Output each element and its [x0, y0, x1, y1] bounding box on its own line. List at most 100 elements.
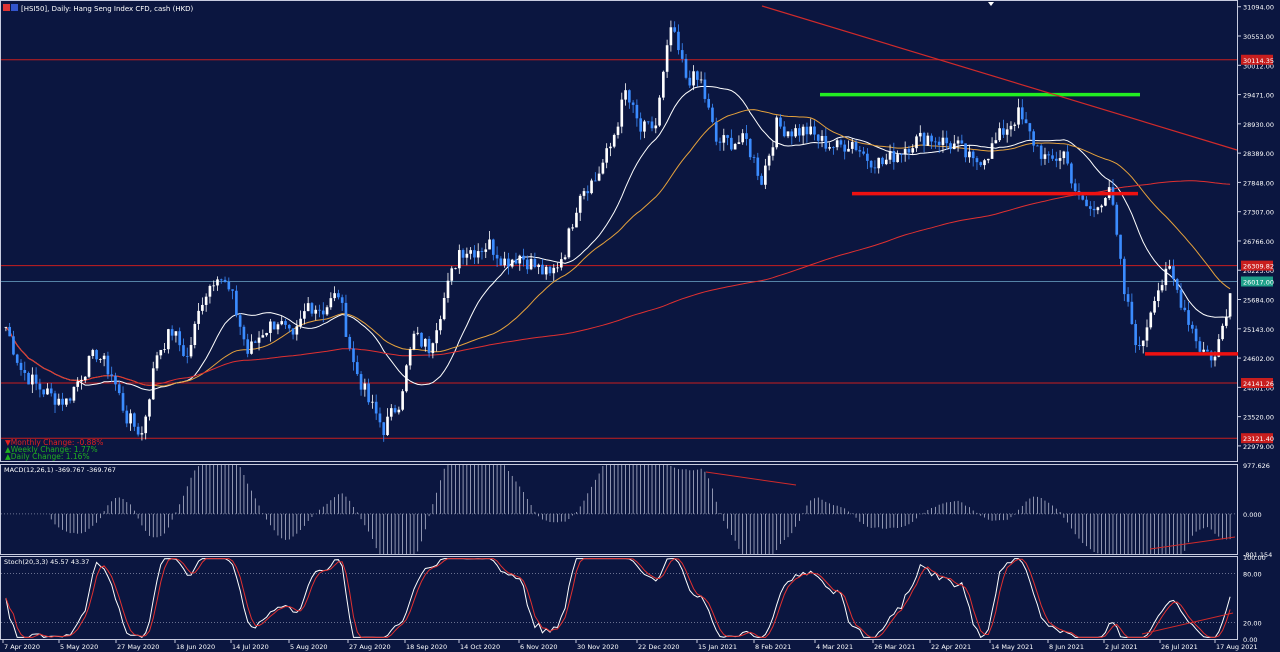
candle-body	[809, 126, 813, 135]
candle-body	[12, 336, 15, 355]
candle-body	[253, 341, 257, 343]
y-tick-label: 28389.00	[1243, 150, 1274, 158]
candle-body	[605, 148, 608, 163]
horizontal-levels	[1, 59, 1237, 439]
candle-body	[696, 71, 699, 80]
candle-body	[420, 332, 423, 347]
stoch-tick-label: 20.00	[1243, 620, 1262, 628]
candle-body	[945, 137, 949, 144]
candle-body	[1115, 204, 1119, 235]
candle-body	[382, 422, 386, 436]
candle-body	[752, 157, 756, 158]
candle-body	[612, 134, 616, 147]
candle-body	[182, 345, 185, 356]
candle-body	[522, 255, 525, 260]
candle-body	[272, 321, 276, 330]
candle-body	[386, 416, 389, 436]
candle-body	[1160, 285, 1164, 291]
price-tag-label: 26309.82	[1243, 263, 1274, 271]
candle-body	[4, 326, 8, 328]
candle-body	[469, 250, 472, 254]
candle-body	[427, 338, 431, 354]
candle-body	[552, 267, 556, 274]
candle-body	[820, 135, 824, 141]
candle-body	[1198, 341, 1202, 352]
candle-body	[741, 133, 745, 143]
price-tag-label: 26017.00	[1243, 278, 1274, 286]
candle-body	[862, 151, 865, 154]
candle-body	[1228, 293, 1232, 317]
candle-body	[1168, 266, 1171, 269]
candle-body	[80, 380, 83, 382]
candle-body	[903, 149, 907, 155]
candle-body	[193, 323, 197, 345]
candle-body	[748, 138, 752, 158]
candle-body	[1141, 340, 1145, 347]
candle-body	[87, 355, 91, 377]
candle-body	[363, 383, 367, 390]
x-tick-label: 14 Jul 2020	[232, 643, 269, 651]
candle-body	[329, 298, 333, 308]
candle-body	[609, 146, 612, 149]
candle-body	[484, 249, 488, 252]
candle-body	[684, 58, 688, 78]
candle-body	[435, 330, 438, 344]
candle-body	[563, 257, 567, 260]
y-tick-label: 30012.00	[1243, 62, 1274, 70]
macd-tick-label: -801.154	[1243, 551, 1272, 559]
candle-body	[979, 162, 983, 166]
candle-body	[27, 372, 30, 385]
candle-body	[786, 131, 790, 137]
x-tick-label: 6 Nov 2020	[520, 643, 558, 651]
scroll-marker-icon[interactable]	[988, 2, 994, 6]
candle-body	[575, 212, 578, 228]
candle-body	[956, 140, 960, 144]
x-tick-label: 27 May 2020	[117, 643, 159, 651]
candle-body	[616, 126, 620, 135]
candle-body	[949, 143, 952, 150]
candle-body	[306, 303, 310, 312]
candle-body	[658, 97, 661, 126]
candle-body	[23, 369, 27, 373]
price-tag	[1241, 378, 1273, 389]
candle-body	[888, 151, 892, 160]
candle-body	[1009, 125, 1013, 130]
candle-body	[745, 133, 748, 139]
candle-body	[1206, 349, 1209, 352]
candle-body	[1221, 325, 1224, 340]
candle-body	[473, 250, 476, 258]
candle-body	[442, 298, 446, 320]
candle-body	[291, 328, 295, 335]
candle-body	[813, 126, 816, 135]
candle-body	[269, 321, 272, 333]
y-tick-label: 27307.00	[1243, 209, 1274, 217]
candle-body	[877, 157, 881, 169]
daily-change: ▲Daily Change: 1.16%	[5, 452, 90, 461]
candle-body	[287, 324, 291, 329]
candle-body	[257, 337, 261, 343]
candle-body	[643, 121, 646, 132]
candle-body	[1149, 312, 1153, 328]
candle-body	[34, 374, 38, 384]
candle-body	[144, 416, 148, 434]
candle-body	[854, 141, 858, 151]
candle-body	[858, 150, 862, 152]
x-tick-label: 17 Aug 2021	[1216, 643, 1258, 651]
candle-body	[839, 140, 843, 145]
candle-body	[114, 375, 117, 385]
candle-body	[507, 258, 510, 267]
candle-body	[1028, 123, 1032, 132]
weekly-change: ▲Weekly Change: 1.77%	[5, 445, 98, 454]
candle-body	[533, 259, 537, 268]
candle-body	[65, 398, 68, 405]
x-tick-label: 18 Jun 2020	[176, 643, 215, 651]
candle-body	[15, 354, 19, 363]
candle-body	[295, 326, 299, 335]
candle-body	[673, 27, 676, 32]
candle-body	[764, 165, 767, 185]
x-tick-label: 18 Sep 2020	[406, 643, 447, 651]
candle-body	[227, 281, 231, 290]
macd-tick-label: 977.626	[1243, 462, 1270, 470]
candle-body	[299, 318, 302, 327]
candle-body	[733, 143, 737, 150]
